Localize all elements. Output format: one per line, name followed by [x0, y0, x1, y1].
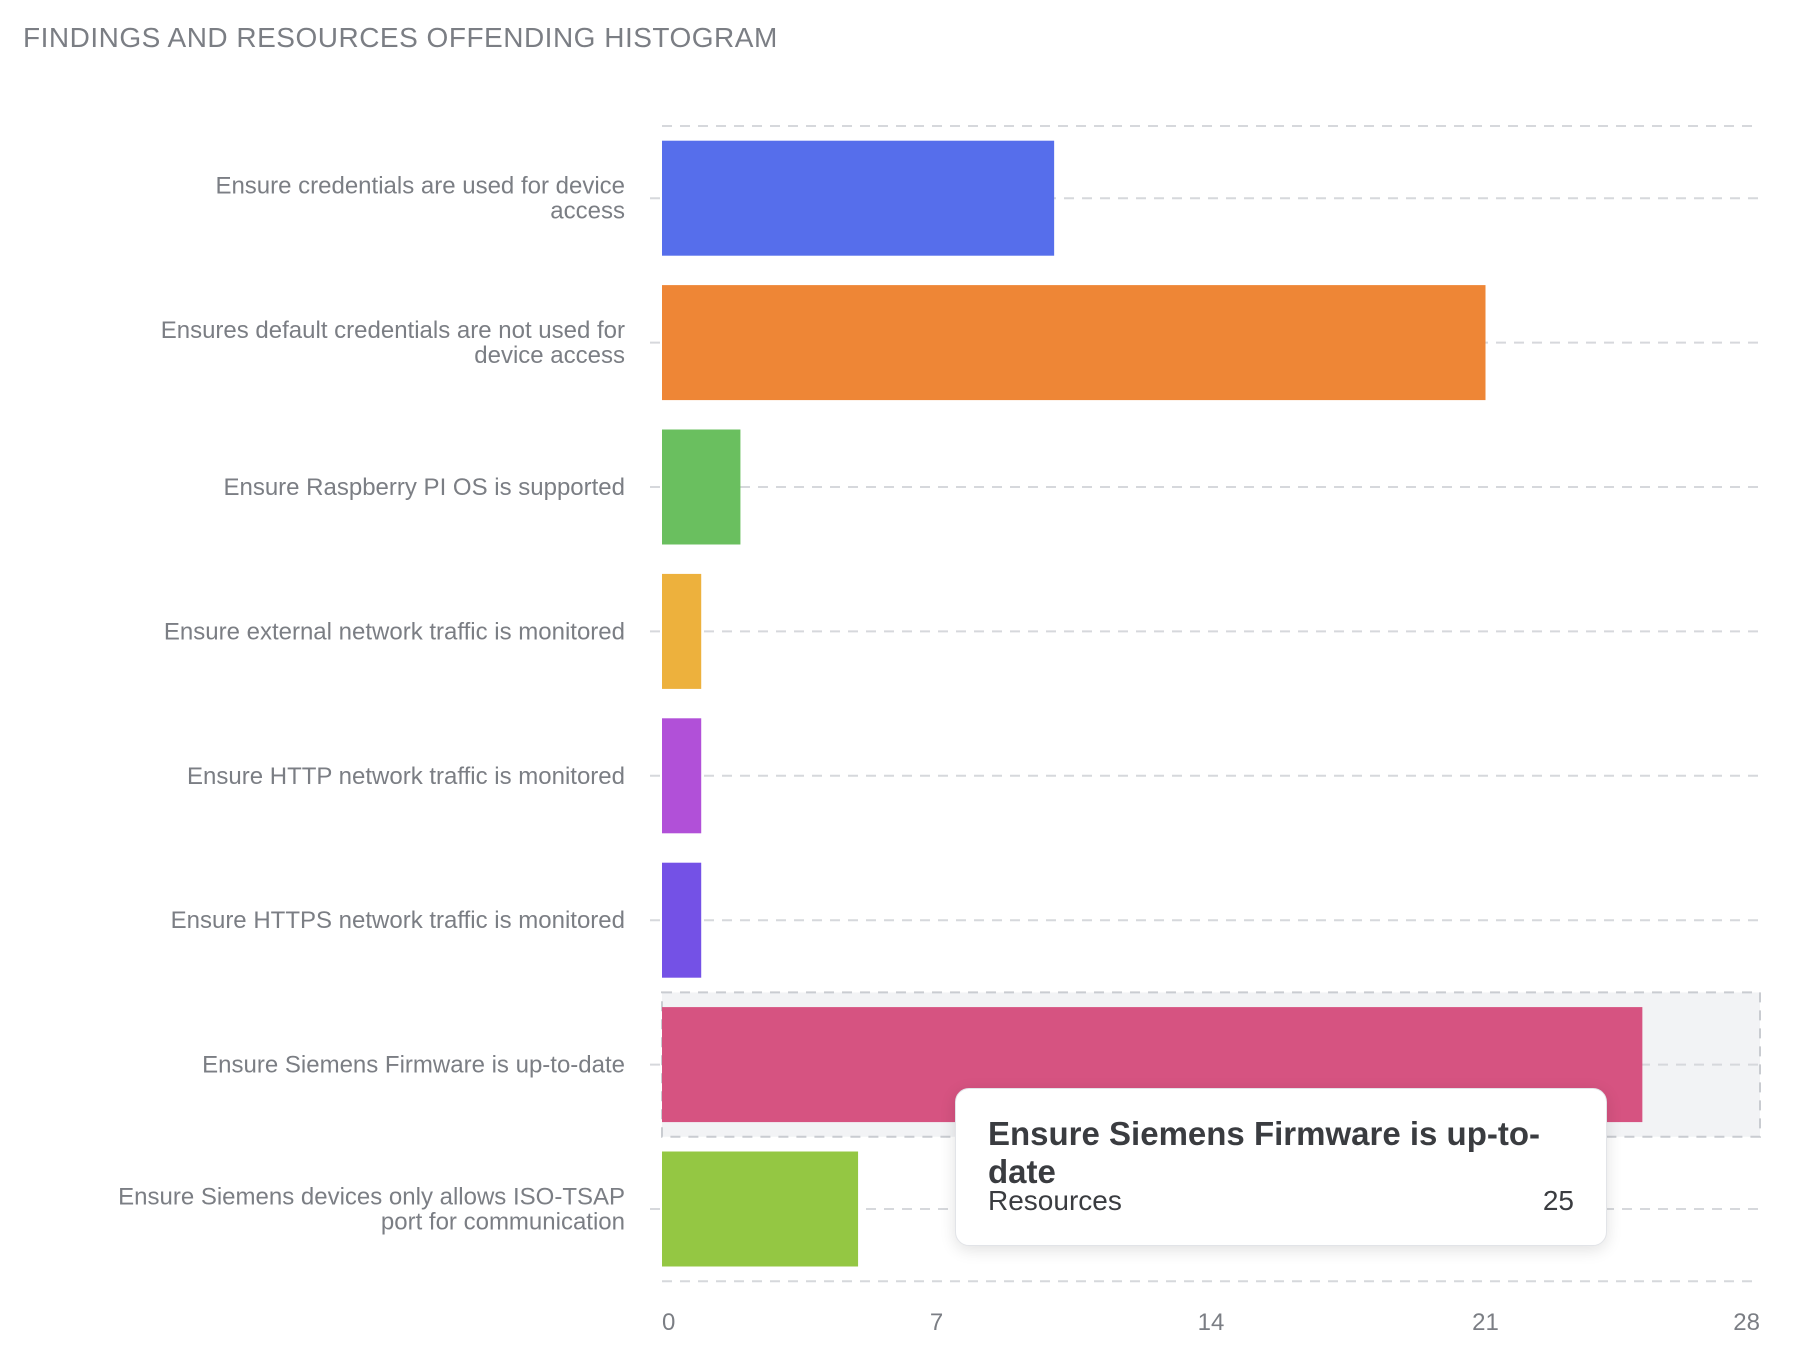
category-label: Ensure HTTPS network traffic is monitore…: [171, 907, 625, 934]
bar[interactable]: [662, 285, 1486, 401]
category-labels: Ensure credentials are used for device ac…: [118, 173, 625, 1236]
tooltip-value: 25: [1542, 1185, 1574, 1216]
x-tick-label: 7: [930, 1309, 943, 1336]
tooltip-row: Resources 25: [988, 1185, 1574, 1217]
x-tick-label: 0: [662, 1309, 675, 1336]
x-axis-ticks: 0 7 14 21 28: [662, 1309, 1760, 1336]
chart-tooltip: Ensure Siemens Firmware is up-to-date Re…: [955, 1088, 1607, 1246]
category-label: Ensure credentials are used for device ac…: [215, 173, 625, 225]
bar[interactable]: [662, 1151, 859, 1267]
bar[interactable]: [662, 573, 702, 689]
bar[interactable]: [662, 862, 702, 978]
bar[interactable]: [662, 718, 702, 834]
tooltip-label: Resources: [988, 1185, 1122, 1216]
bar[interactable]: [662, 140, 1055, 256]
tooltip-title: Ensure Siemens Firmware is up-to-date: [988, 1115, 1540, 1190]
x-tick-label: 21: [1472, 1309, 1499, 1336]
category-label: Ensure external network traffic is monit…: [164, 618, 625, 645]
x-tick-label: 28: [1733, 1309, 1760, 1336]
category-label: Ensure HTTP network traffic is monitored: [187, 763, 625, 790]
category-label: Ensure Siemens Firmware is up-to-date: [202, 1052, 625, 1079]
x-tick-label: 14: [1198, 1309, 1225, 1336]
bar[interactable]: [662, 429, 741, 545]
category-label: Ensure Raspberry PI OS is supported: [223, 474, 625, 501]
category-label: Ensure Siemens devices only allows ISO-T…: [118, 1184, 625, 1236]
chart-title: FINDINGS AND RESOURCES OFFENDING HISTOGR…: [23, 22, 778, 53]
category-label: Ensures default credentials are not used…: [161, 317, 625, 369]
